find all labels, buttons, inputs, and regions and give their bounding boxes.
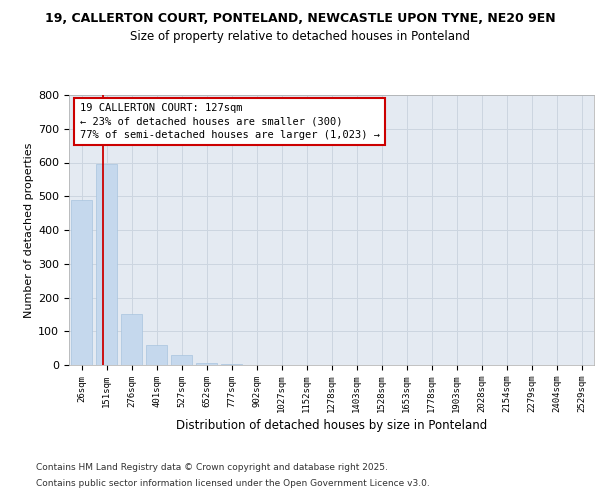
- Text: Size of property relative to detached houses in Ponteland: Size of property relative to detached ho…: [130, 30, 470, 43]
- Bar: [196, 364, 217, 365]
- Bar: [171, 355, 192, 365]
- Text: 19, CALLERTON COURT, PONTELAND, NEWCASTLE UPON TYNE, NE20 9EN: 19, CALLERTON COURT, PONTELAND, NEWCASTL…: [44, 12, 556, 26]
- Bar: [71, 200, 92, 365]
- Text: 19 CALLERTON COURT: 127sqm
← 23% of detached houses are smaller (300)
77% of sem: 19 CALLERTON COURT: 127sqm ← 23% of deta…: [79, 103, 380, 140]
- Bar: [96, 164, 117, 365]
- Y-axis label: Number of detached properties: Number of detached properties: [24, 142, 34, 318]
- X-axis label: Distribution of detached houses by size in Ponteland: Distribution of detached houses by size …: [176, 420, 487, 432]
- Text: Contains public sector information licensed under the Open Government Licence v3: Contains public sector information licen…: [36, 478, 430, 488]
- Text: Contains HM Land Registry data © Crown copyright and database right 2025.: Contains HM Land Registry data © Crown c…: [36, 464, 388, 472]
- Bar: [121, 314, 142, 365]
- Bar: [146, 345, 167, 365]
- Bar: [221, 364, 242, 365]
